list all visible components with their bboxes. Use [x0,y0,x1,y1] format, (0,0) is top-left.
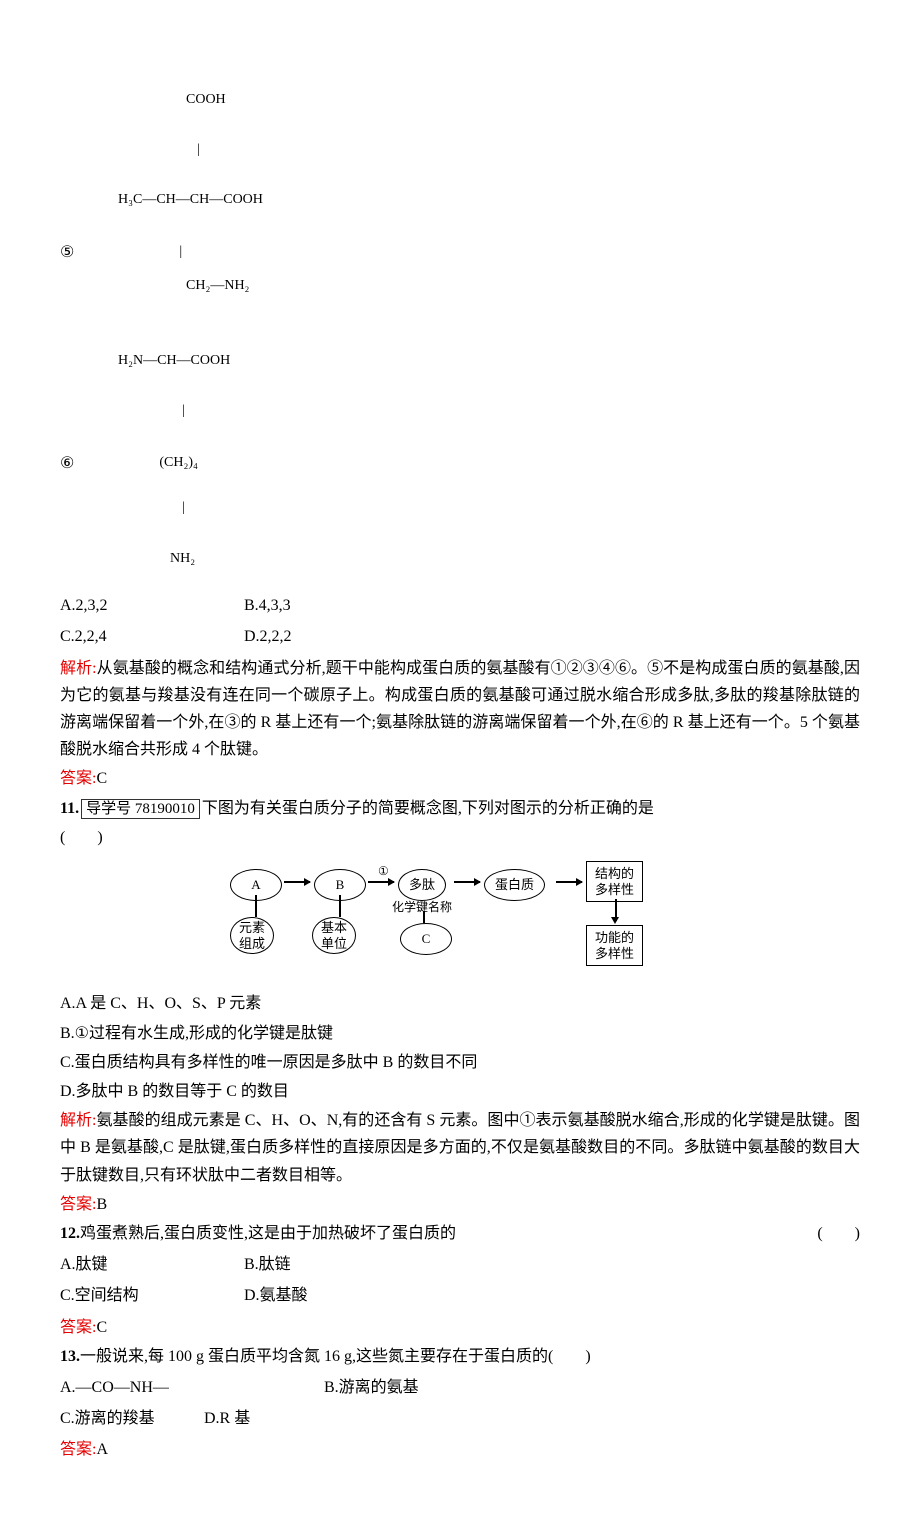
q10-answer-text: C [96,770,107,787]
f6-l5: NH₂ [170,551,860,568]
q13-opt-d: D.R 基 [204,1405,384,1432]
q13-stem: 13.一般说来,每 100 g 蛋白质平均含氮 16 g,这些氮主要存在于蛋白质… [60,1343,860,1370]
q12-opt-c: C.空间结构 [60,1282,240,1309]
f5-l1: COOH [186,92,860,109]
q10-options-row2: C.2,2,4 D.2,2,2 [60,623,860,650]
vline-3 [423,911,425,923]
node-func: 功能的 多样性 [586,925,643,966]
q11-diagram: A B ① 多肽 蛋白质 结构的 多样性 元素 组成 基本 单位 化学键名称 C… [60,861,860,980]
node-protein: 蛋白质 [484,869,545,901]
q12-opt-a: A.肽键 [60,1251,240,1278]
node-C: C [400,923,452,955]
node-unit: 基本 单位 [312,917,356,954]
q11-opt-b: B.①过程有水生成,形成的化学键是肽键 [60,1020,860,1047]
q12-opt-b: B.肽链 [244,1251,424,1278]
analysis-label: 解析: [60,1112,97,1129]
label-bond: 化学键名称 [392,897,452,917]
q13-answer-text: A [96,1441,108,1458]
circle-6: ⑥ [60,454,74,473]
f6-l3: (CH₂)₄ [159,455,198,472]
q10-answer: 答案:C [60,765,860,792]
q13-stem-text: 一般说来,每 100 g 蛋白质平均含氮 16 g,这些氮主要存在于蛋白质的( … [80,1348,591,1365]
answer-label: 答案: [60,1441,96,1458]
q13-opt-c: C.游离的羧基 [60,1405,200,1432]
q13-options-row1: A.—CO—NH— B.游离的氨基 [60,1374,860,1401]
f5-l4: | [179,244,182,261]
vline-1 [255,895,257,917]
vline-2 [339,895,341,917]
q11-opt-c: C.蛋白质结构具有多样性的唯一原因是多肽中 B 的数目不同 [60,1049,860,1076]
q13-num: 13. [60,1348,80,1365]
q12-paren: ( ) [817,1220,860,1247]
q13-opt-b: B.游离的氨基 [324,1374,504,1401]
q12-answer-text: C [96,1319,107,1336]
answer-label: 答案: [60,1319,96,1336]
q12-options-row2: C.空间结构 D.氨基酸 [60,1282,860,1309]
f5-l2: | [197,142,860,159]
q12-num: 12. [60,1225,80,1242]
q13-answer: 答案:A [60,1436,860,1463]
dao-box: 导学号 78190010 [81,799,200,819]
q12-options-row1: A.肽键 B.肽链 [60,1251,860,1278]
f5-l5: CH₂—NH₂ [186,278,860,295]
arrow-2 [368,881,394,883]
q13-opt-a: A.—CO—NH— [60,1374,320,1401]
q12-stem-text: 鸡蛋煮熟后,蛋白质变性,这是由于加热破坏了蛋白质的 [80,1225,456,1242]
answer-label: 答案: [60,770,96,787]
q12-stem-line: 12.鸡蛋煮熟后,蛋白质变性,这是由于加热破坏了蛋白质的 ( ) [60,1220,860,1247]
f6-l1: H₂N—CH—COOH [118,353,860,370]
q10-analysis-text: 从氨基酸的概念和结构通式分析,题干中能构成蛋白质的氨基酸有①②③④⑥。⑤不是构成… [60,660,860,759]
q11-analysis: 解析:氨基酸的组成元素是 C、H、O、N,有的还含有 S 元素。图中①表示氨基酸… [60,1107,860,1189]
q11-analysis-text: 氨基酸的组成元素是 C、H、O、N,有的还含有 S 元素。图中①表示氨基酸脱水缩… [60,1112,860,1183]
formula-5: COOH | H₃C—CH—CH—COOH ⑤ | CH₂—NH₂ [100,58,860,311]
q11-stem-text: 下图为有关蛋白质分子的简要概念图,下列对图示的分析正确的是 [202,800,654,817]
arrow-4 [556,881,582,883]
q13-options-row2: C.游离的羧基 D.R 基 [60,1405,860,1432]
q11-num: 11. [60,800,79,817]
q12-answer: 答案:C [60,1314,860,1341]
q12-opt-d: D.氨基酸 [244,1282,424,1309]
node-struct: 结构的 多样性 [586,861,643,902]
answer-label: 答案: [60,1196,96,1213]
q11-opt-d: D.多肽中 B 的数目等于 C 的数目 [60,1078,860,1105]
q11-paren: ( ) [60,824,860,851]
q11-answer: 答案:B [60,1191,860,1218]
q10-opt-c: C.2,2,4 [60,623,240,650]
formula-6: H₂N—CH—COOH | ⑥ (CH₂)₄ | NH₂ [100,319,860,584]
f6-l2: | [182,403,860,420]
f5-l3: H₃C—CH—CH—COOH [118,192,860,209]
q10-options-row1: A.2,3,2 B.4,3,3 [60,592,860,619]
arrow-1 [284,881,310,883]
q10-analysis: 解析:从氨基酸的概念和结构通式分析,题干中能构成蛋白质的氨基酸有①②③④⑥。⑤不… [60,655,860,764]
arrow-down [611,917,619,924]
q10-opt-a: A.2,3,2 [60,592,240,619]
q10-opt-b: B.4,3,3 [244,592,424,619]
q11-answer-text: B [96,1196,107,1213]
f6-l4: | [182,500,860,517]
q11-stem: 11.导学号 78190010下图为有关蛋白质分子的简要概念图,下列对图示的分析… [60,795,860,823]
analysis-label: 解析: [60,660,97,677]
node-elem: 元素 组成 [230,917,274,954]
q11-opt-a: A.A 是 C、H、O、S、P 元素 [60,990,860,1017]
circle-5: ⑤ [60,243,74,262]
arrow-3 [454,881,480,883]
q10-opt-d: D.2,2,2 [244,623,424,650]
